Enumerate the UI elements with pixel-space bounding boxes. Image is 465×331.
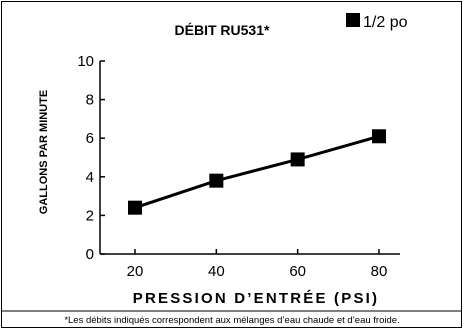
x-tick-label: 60 (289, 263, 306, 280)
legend-swatch (346, 13, 360, 27)
y-tick-label: 6 (86, 130, 94, 147)
y-axis-label: GALLONS PAR MINUTE (38, 90, 50, 214)
x-tick-label: 40 (208, 263, 225, 280)
series-markers (128, 129, 386, 215)
y-tick-label: 8 (86, 92, 94, 109)
legend-label: 1/2 po (363, 14, 408, 31)
y-tick-label: 0 (86, 246, 94, 263)
x-axis-label: PRESSION D’ENTRÉE (PSI) (133, 290, 379, 307)
chart-frame (1, 1, 462, 328)
x-ticks: 20 40 60 80 (127, 249, 388, 280)
chart-title: DÉBIT RU531* (175, 22, 270, 38)
data-point (209, 173, 224, 188)
y-tick-label: 10 (77, 53, 94, 70)
y-tick-label: 4 (86, 169, 94, 186)
data-point (290, 152, 305, 167)
data-point (128, 200, 142, 215)
y-ticks: 0 2 4 6 8 10 (77, 53, 105, 263)
x-tick-label: 80 (371, 263, 388, 280)
footnote: *Les débits indiqués correspondent aux m… (64, 315, 399, 326)
data-point (372, 129, 386, 144)
y-tick-label: 2 (86, 207, 94, 224)
series-line (134, 134, 380, 210)
x-tick-label: 20 (127, 263, 144, 280)
